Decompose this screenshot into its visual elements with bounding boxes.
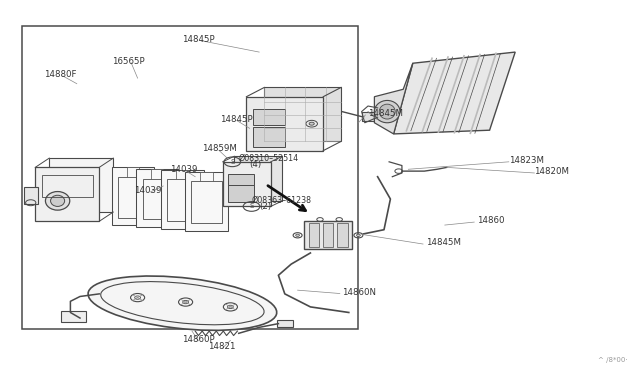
Text: 14039: 14039 — [170, 165, 197, 174]
Bar — [167, 179, 198, 221]
Text: 14860P: 14860P — [182, 335, 214, 344]
Bar — [200, 172, 213, 181]
Bar — [143, 179, 172, 219]
Text: 14880F: 14880F — [44, 70, 76, 79]
Bar — [337, 223, 348, 247]
Bar — [264, 87, 341, 141]
Ellipse shape — [379, 104, 396, 119]
Bar — [136, 169, 178, 227]
Bar — [228, 185, 254, 202]
Bar — [22, 26, 358, 329]
Bar — [24, 187, 38, 204]
Bar — [176, 170, 189, 179]
Text: 14859M: 14859M — [202, 144, 236, 153]
Text: 14860: 14860 — [477, 216, 504, 225]
Bar — [118, 177, 147, 218]
Bar — [239, 167, 265, 179]
Bar — [277, 320, 293, 327]
Bar — [112, 167, 154, 225]
Text: 14845M: 14845M — [426, 238, 461, 247]
Ellipse shape — [309, 122, 314, 125]
Ellipse shape — [51, 195, 65, 206]
Text: 14821: 14821 — [208, 342, 236, 351]
Bar — [228, 174, 254, 185]
Ellipse shape — [374, 100, 400, 123]
Bar — [253, 109, 285, 125]
Bar — [161, 170, 204, 229]
Polygon shape — [394, 52, 515, 134]
Bar — [127, 167, 139, 177]
Text: S: S — [230, 159, 234, 165]
Bar — [234, 156, 282, 201]
Bar — [185, 172, 228, 231]
Text: ^ /8*00·: ^ /8*00· — [598, 357, 627, 363]
Text: (4): (4) — [250, 160, 262, 169]
Text: 14820M: 14820M — [534, 167, 570, 176]
Bar — [151, 169, 163, 179]
Bar — [246, 97, 323, 151]
Bar — [223, 162, 271, 206]
Bar — [239, 179, 265, 196]
Bar — [49, 158, 113, 212]
Text: (2): (2) — [259, 202, 271, 211]
Ellipse shape — [296, 234, 300, 237]
Bar — [309, 223, 319, 247]
Bar — [42, 175, 93, 197]
Bar — [253, 127, 285, 147]
Text: 14845P: 14845P — [182, 35, 215, 44]
Text: Ø08363–61238: Ø08363–61238 — [252, 196, 312, 205]
Bar — [304, 221, 352, 249]
Text: 16565P: 16565P — [112, 57, 145, 66]
Ellipse shape — [356, 234, 360, 237]
Bar — [61, 311, 86, 322]
Text: 14039: 14039 — [134, 186, 162, 195]
Bar — [191, 181, 222, 223]
Polygon shape — [374, 63, 413, 134]
Bar — [362, 112, 375, 121]
Text: 14860N: 14860N — [342, 288, 376, 296]
Text: 14845P: 14845P — [220, 115, 253, 124]
Text: S: S — [250, 203, 253, 209]
Ellipse shape — [88, 276, 276, 330]
Text: Ø08310–52514: Ø08310–52514 — [239, 154, 299, 163]
Bar — [35, 167, 99, 221]
Text: 14845M: 14845M — [368, 109, 403, 118]
Text: 14823M: 14823M — [509, 156, 544, 165]
Ellipse shape — [45, 192, 70, 210]
Bar — [323, 223, 333, 247]
